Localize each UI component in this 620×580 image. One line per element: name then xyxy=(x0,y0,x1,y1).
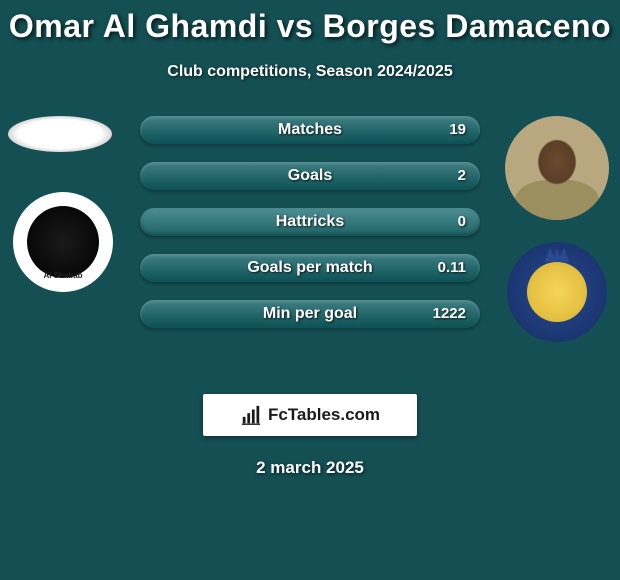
club-left-badge: Al Shabab xyxy=(13,192,113,292)
watermark-text: FcTables.com xyxy=(268,405,380,425)
comparison-content: Al Shabab Matches 19 Goals 2 Hattricks 0… xyxy=(0,116,620,376)
bar-label: Hattricks xyxy=(140,208,480,236)
page-title: Omar Al Ghamdi vs Borges Damaceno xyxy=(0,0,620,45)
bar-label: Min per goal xyxy=(140,300,480,328)
right-column xyxy=(502,116,612,342)
club-right-badge xyxy=(507,242,607,342)
bar-goals-per-match: Goals per match 0.11 xyxy=(140,254,480,282)
bar-value-right: 0 xyxy=(458,208,466,236)
bar-label: Goals xyxy=(140,162,480,190)
bar-label: Matches xyxy=(140,116,480,144)
date-text: 2 march 2025 xyxy=(0,458,620,478)
bar-label: Goals per match xyxy=(140,254,480,282)
bar-matches: Matches 19 xyxy=(140,116,480,144)
watermark: FcTables.com xyxy=(203,394,417,436)
chart-icon xyxy=(240,404,262,426)
bar-min-per-goal: Min per goal 1222 xyxy=(140,300,480,328)
bar-goals: Goals 2 xyxy=(140,162,480,190)
bar-value-right: 2 xyxy=(458,162,466,190)
bar-value-right: 1222 xyxy=(433,300,466,328)
crown-icon xyxy=(545,248,569,262)
bar-value-right: 0.11 xyxy=(438,254,466,282)
player-right-avatar xyxy=(505,116,609,220)
subtitle: Club competitions, Season 2024/2025 xyxy=(0,63,620,81)
left-column: Al Shabab xyxy=(8,116,118,292)
bar-hattricks: Hattricks 0 xyxy=(140,208,480,236)
stat-bars: Matches 19 Goals 2 Hattricks 0 Goals per… xyxy=(140,116,480,346)
player-left-avatar xyxy=(8,116,112,152)
club-left-label: Al Shabab xyxy=(13,271,113,280)
bar-value-right: 19 xyxy=(449,116,466,144)
